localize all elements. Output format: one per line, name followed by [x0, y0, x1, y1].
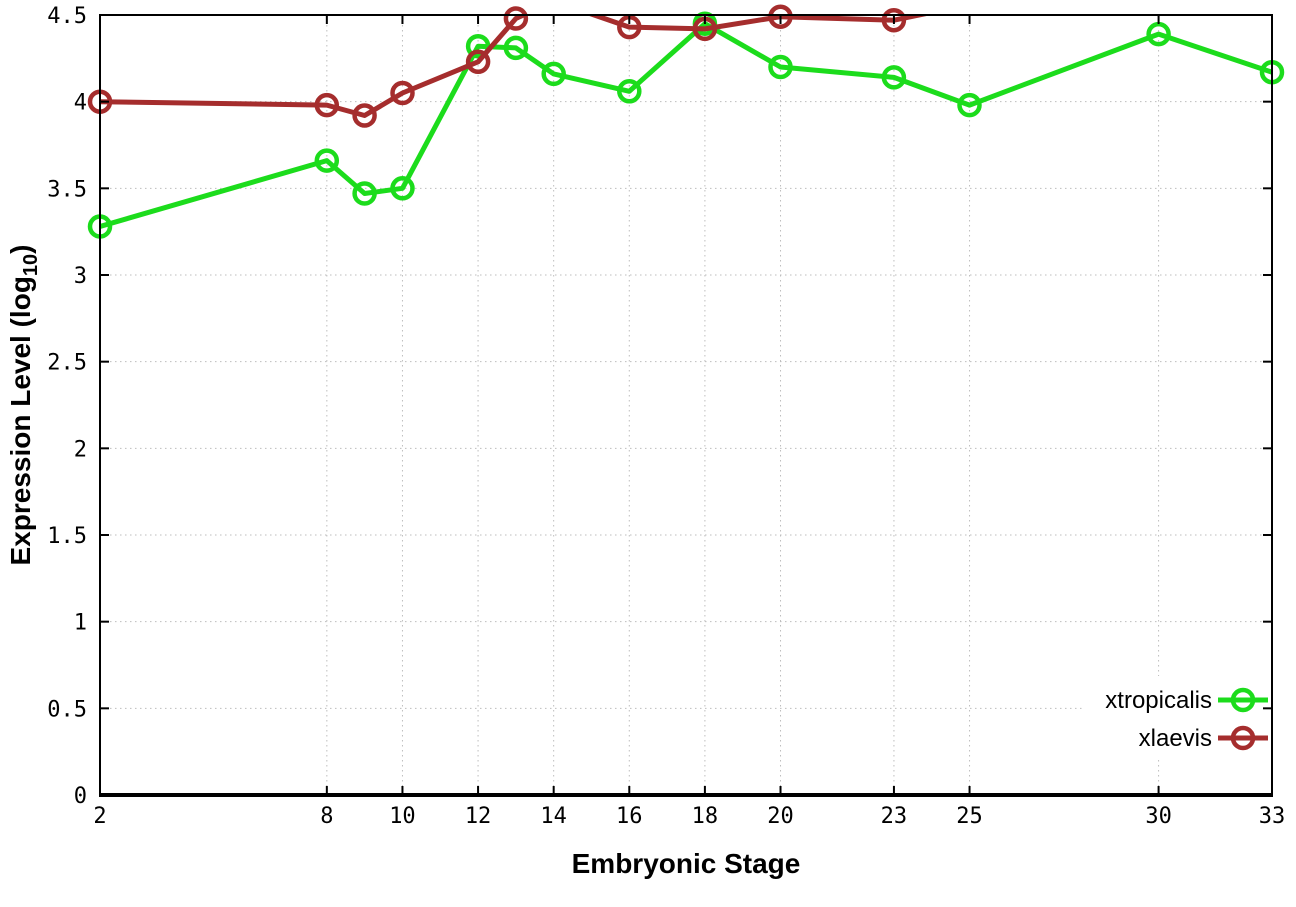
data-point-xlaevis [314, 92, 340, 118]
data-point-xtropicalis [1146, 21, 1171, 47]
data-point-xlaevis [352, 103, 377, 128]
data-point-xtropicalis [881, 65, 907, 90]
x-tick-label: 14 [540, 804, 567, 829]
x-tick-label: 20 [767, 804, 794, 829]
x-tick-label: 8 [320, 804, 333, 829]
data-point-xtropicalis [465, 33, 491, 59]
series-line-xlaevis [100, 15, 932, 118]
legend-marker-icon [1230, 725, 1256, 751]
x-tick-label: 18 [692, 804, 719, 829]
x-tick-label: 33 [1259, 804, 1286, 829]
y-tick-label: 3 [74, 264, 87, 289]
data-point-xlaevis [768, 4, 793, 29]
y-tick-label: 2 [74, 437, 87, 462]
x-tick-label: 12 [465, 804, 492, 829]
y-tick-label: 1 [74, 611, 87, 636]
data-point-xtropicalis [352, 181, 377, 206]
legend-marker-icon [1230, 687, 1256, 713]
y-tick-label: 2.5 [47, 351, 87, 376]
data-point-xlaevis [465, 49, 491, 75]
y-tick-label: 3.5 [47, 177, 87, 202]
data-point-xtropicalis [768, 54, 793, 80]
legend-label-xtropicalis: xtropicalis [1105, 687, 1212, 714]
x-tick-label: 10 [389, 804, 416, 829]
data-point-xlaevis [503, 6, 529, 31]
data-point-xlaevis [881, 7, 907, 33]
y-axis-title-suffix: ) [5, 244, 37, 254]
data-point-xtropicalis [503, 35, 529, 61]
data-point-xlaevis [390, 80, 415, 106]
data-point-xtropicalis [957, 92, 982, 118]
x-tick-label: 25 [956, 804, 983, 829]
y-axis-title-subscript: 10 [19, 253, 42, 277]
x-axis-title: Embryonic Stage [571, 848, 801, 879]
x-tick-label: 2 [93, 804, 106, 829]
data-point-xtropicalis [541, 61, 566, 87]
y-tick-label: 4 [74, 91, 87, 116]
x-tick-label: 30 [1145, 804, 1172, 829]
y-axis-title-text: Expression Level (log [5, 276, 37, 566]
y-tick-label: 4.5 [47, 4, 87, 29]
data-point-xtropicalis [390, 176, 415, 201]
data-point-xtropicalis [617, 79, 642, 104]
x-tick-label: 16 [616, 804, 643, 829]
y-tick-label: 1.5 [47, 524, 87, 549]
y-axis-title: Expression Level (log10) [5, 245, 43, 566]
data-point-xtropicalis [314, 148, 340, 173]
x-tick-label: 23 [881, 804, 908, 829]
legend-label-xlaevis: xlaevis [1139, 725, 1212, 752]
y-tick-label: 0 [74, 784, 87, 809]
y-tick-label: 0.5 [47, 697, 87, 722]
series-line-xtropicalis [100, 21, 1272, 229]
